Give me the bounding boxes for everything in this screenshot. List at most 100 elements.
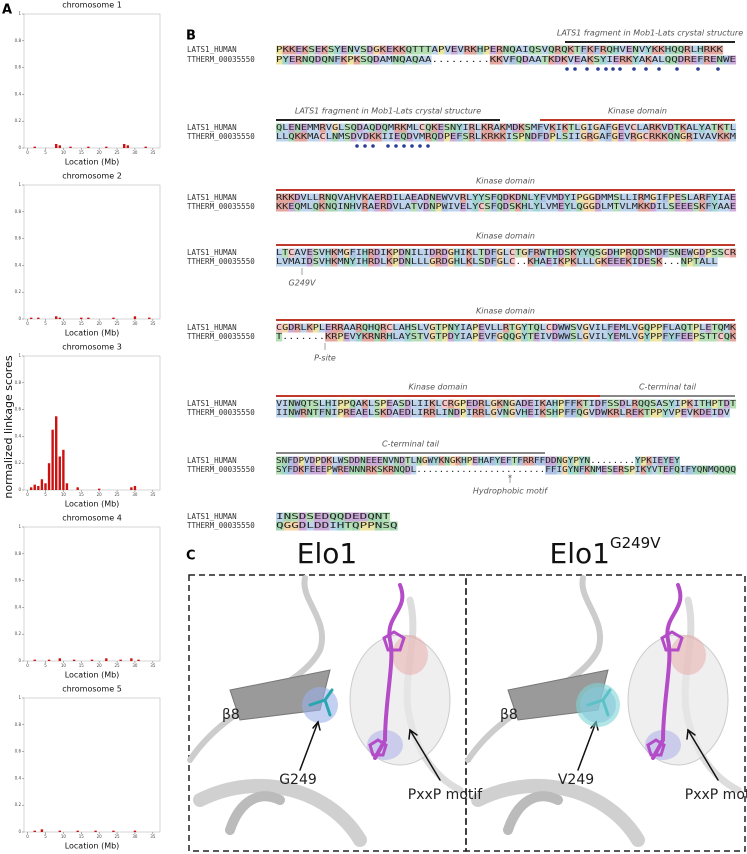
residue-cell [371,465,378,475]
contact-dot [426,144,430,148]
residue-cell [685,465,692,475]
residue-cell [392,55,400,65]
residue-cell [368,408,375,418]
residue-cell [355,193,362,203]
residue-cell [472,248,479,258]
residue-cell [325,408,332,418]
residue-cell [729,193,737,203]
residue-cell [298,521,307,531]
residue-cell [421,456,428,466]
residue-cell [564,332,571,342]
residue-cell [716,45,724,55]
residue-cell [650,408,657,418]
residue-cell [644,202,651,212]
residue-cell [319,123,326,133]
residue-cell [521,248,528,258]
residue-cell [723,132,730,142]
x-tick-label: 30 [132,321,138,326]
residue-cell [325,257,332,267]
residue-cell [650,248,657,258]
residue-cell [699,332,706,342]
residue-cell [425,123,432,133]
residue-cell [651,465,658,475]
residue-cell [474,132,482,142]
residue-cell [331,248,338,258]
residue-cell [343,465,350,475]
residue-cell [680,408,688,418]
bar [105,658,108,661]
residue-cell [527,332,534,342]
residue-cell [515,332,522,342]
bar [58,145,61,148]
residue-cell [518,132,525,142]
sequence: LVMAIDSVHKMNYIHRDLKPDNLLLGRDGHLKLSDFGLC.… [276,257,718,266]
residue-cell [588,257,596,267]
residue-cell [545,257,553,267]
residue-cell [637,193,645,203]
residue-cell [552,248,559,258]
residue-cell [673,132,681,142]
residue-cell [380,323,387,333]
residue-cell [493,123,500,133]
residue-cell [656,323,663,333]
residue-cell [656,408,663,418]
residue-cell [429,408,436,418]
residue-cell [703,55,711,65]
residue-cell [368,257,375,267]
residue-cell [567,465,574,475]
residue-cell [496,257,504,267]
residue-cell [356,132,364,142]
residue-cell [472,323,479,333]
y-tick-label: 0 [18,145,21,150]
residue-cell [642,132,650,142]
bar [130,487,133,490]
residue-cell [631,202,638,212]
residue-cell [537,132,544,142]
residue-cell [399,55,406,65]
residue-cell [435,332,442,342]
residue-cell [282,55,290,65]
contact-dot [565,67,569,71]
residue-cell [466,202,473,212]
residue-cell [484,257,491,267]
residue-cell [468,123,476,133]
sequence-name: LATS1_HUMAN [187,323,237,332]
structure-label: V249 [558,772,594,788]
residue-cell [502,45,510,55]
residue-cell [429,332,436,342]
residue-cell [524,132,531,142]
residue-cell [308,45,315,55]
residue-cell [686,132,693,142]
residue-cell [404,202,412,212]
residue-cell [644,257,651,267]
y-tick-label: 0.2 [15,802,22,807]
structure-label: PxxP motif [685,787,747,803]
residue-cell [306,521,315,531]
residue-cell [539,248,546,258]
residue-cell [349,202,356,212]
residue-cell [288,45,296,55]
residue-cell [312,248,320,258]
residue-cell [674,323,681,333]
residue-cell [417,399,424,409]
residue-cell [453,408,461,418]
residue-cell [582,257,589,267]
residue-cell [493,132,500,142]
residue-cell [593,45,601,55]
residue-backgrounds [276,132,737,142]
residue-cell [399,465,406,475]
residue-cell [373,55,380,65]
residue-cell [388,465,394,475]
residue-cell [450,45,458,55]
residue-cell [558,248,565,258]
residue-cell [337,465,344,475]
residue-cell [539,202,546,212]
residue-cell [331,399,338,409]
residue-cell [679,465,686,475]
residue-cell [354,456,361,466]
residue-cell [314,55,322,65]
residue-cell [478,323,485,333]
domain-label: Kinase domain [476,232,535,241]
residue-cell [617,123,625,133]
residue-cell [539,193,546,203]
